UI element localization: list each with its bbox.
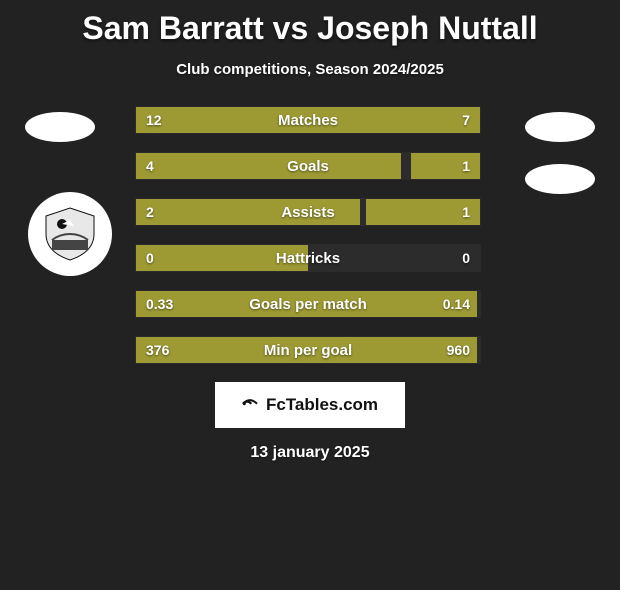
stat-segment-right <box>411 153 480 179</box>
signal-icon <box>236 391 265 420</box>
fctables-logo: FcTables.com <box>215 382 405 428</box>
stat-segment-left <box>136 153 401 179</box>
stat-row: Goals per match0.330.14 <box>135 290 481 318</box>
stat-row: Goals41 <box>135 152 481 180</box>
stat-segment-right <box>353 107 480 133</box>
player-left-avatar <box>25 112 95 142</box>
date-text: 13 january 2025 <box>0 444 620 462</box>
stat-segment-left <box>136 107 353 133</box>
club-badge-icon <box>28 192 112 276</box>
page-title: Sam Barratt vs Joseph Nuttall <box>0 10 620 47</box>
stat-row: Min per goal376960 <box>135 336 481 364</box>
stat-segment-left <box>136 291 477 317</box>
chart-area: Matches127 Goals41 Assists21 Hattricks00 Goa… <box>0 106 620 364</box>
stat-segment-left <box>136 245 308 271</box>
stat-row: Matches127 <box>135 106 481 134</box>
stat-segment-right <box>366 199 480 225</box>
subtitle: Club competitions, Season 2024/2025 <box>0 61 620 78</box>
stat-value-right: 0 <box>462 245 470 271</box>
stat-segment-left <box>136 199 360 225</box>
stat-bars: Matches127 Goals41 Assists21 Hattricks00 Goa… <box>135 106 481 364</box>
logo-text: FcTables.com <box>266 395 378 415</box>
player-right-avatar-2 <box>525 164 595 194</box>
stat-row: Assists21 <box>135 198 481 226</box>
player-right-avatar <box>525 112 595 142</box>
stat-row: Hattricks00 <box>135 244 481 272</box>
stat-segment-left <box>136 337 477 363</box>
